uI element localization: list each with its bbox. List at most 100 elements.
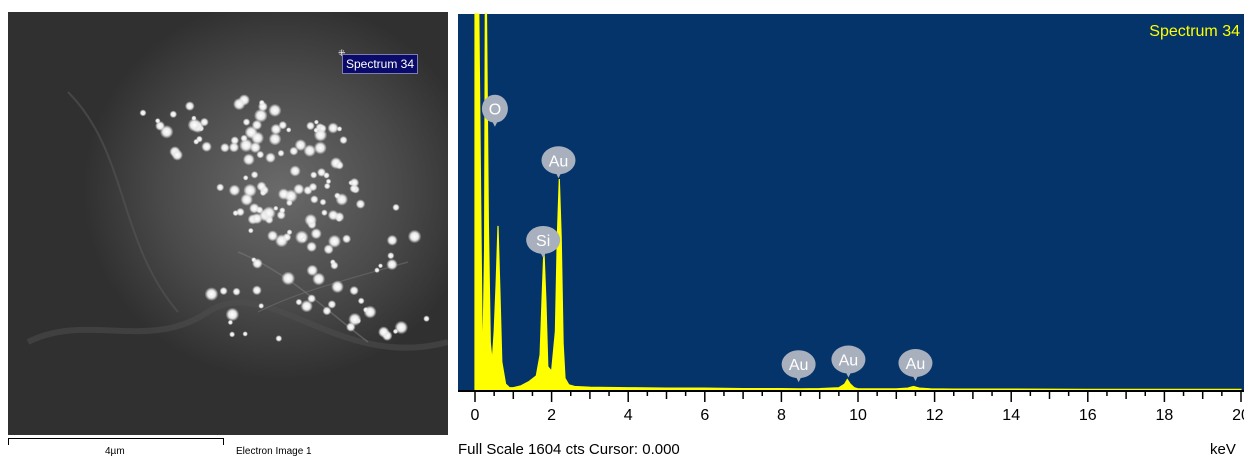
nanoparticle (236, 207, 245, 217)
nanoparticle (139, 109, 147, 117)
nanoparticle (386, 258, 398, 271)
x-tick-label: 0 (471, 407, 480, 424)
electron-image-panel: ⁜ Spectrum 34 (8, 12, 449, 435)
nanoparticle (268, 132, 282, 146)
nanoparticle (306, 241, 317, 253)
nanoparticle (250, 171, 259, 179)
nanoparticle (256, 181, 267, 192)
peak-label-text: Si (536, 233, 550, 250)
x-tick-label: 6 (700, 407, 709, 424)
nanoparticle (300, 236, 307, 243)
spectrum-marker-label[interactable]: Spectrum 34 (342, 54, 419, 74)
nanoparticle (310, 228, 322, 240)
peak-label[interactable]: Au (831, 345, 866, 378)
nanoparticle (294, 139, 307, 152)
nanoparticle (378, 263, 383, 269)
nanoparticle (191, 115, 197, 121)
x-tick-label: 12 (926, 407, 944, 424)
nanoparticle (278, 120, 288, 130)
nanoparticle (321, 209, 328, 216)
nanoparticle (239, 138, 254, 153)
nanoparticle (392, 203, 400, 212)
nanoparticle (386, 234, 398, 246)
plot-background (458, 14, 1244, 392)
nanoparticle (392, 328, 399, 335)
nanoparticle (279, 207, 286, 214)
nanoparticle (259, 189, 267, 197)
nanoparticle (313, 127, 319, 133)
eds-spectrum-chart: Spectrum 34 0 2 4 6 8 10 12 14 16 18 20 O Au Si Au Au A… (458, 13, 1244, 424)
peak-label-text: Au (839, 353, 859, 370)
nanoparticle (220, 142, 230, 153)
nanoparticle (255, 206, 264, 214)
peak-label[interactable]: Au (898, 349, 933, 382)
status-readout: Full Scale 1604 cts Cursor: 0.000 (458, 441, 680, 458)
nanoparticle (323, 172, 330, 179)
peak-label-text: Au (789, 357, 809, 374)
nanoparticle (258, 303, 265, 309)
scale-bar (8, 438, 224, 445)
x-tick-label: 2 (547, 407, 556, 424)
nanoparticle (303, 144, 317, 157)
nanoparticle (216, 183, 225, 192)
nanoparticle (312, 272, 326, 286)
x-tick-label: 18 (1156, 407, 1174, 424)
peak-label-bubble (481, 94, 508, 123)
nanoparticle (249, 141, 261, 154)
x-tick-label: 8 (777, 407, 786, 424)
peak-label[interactable]: Au (541, 146, 576, 179)
nanoparticle (196, 135, 203, 143)
nanoparticle (325, 178, 332, 185)
nanoparticle (303, 185, 313, 195)
nanoparticle (258, 99, 265, 106)
spectrum-series (474, 13, 1242, 391)
nanoparticle (282, 232, 292, 242)
nanoparticle (277, 188, 290, 200)
nanoparticle (304, 213, 318, 227)
nanoparticle (252, 285, 262, 296)
nanoparticle (374, 267, 380, 273)
nanoparticle (242, 331, 248, 337)
nanoparticle (171, 149, 183, 161)
x-tick-label: 20 (1232, 407, 1244, 424)
electron-image-label: Electron Image 1 (236, 446, 312, 457)
peak-label[interactable]: Au (781, 350, 816, 383)
nanoparticle (310, 171, 318, 179)
nanoparticle (327, 122, 339, 134)
nanoparticle (248, 227, 254, 234)
nanoparticle (378, 326, 390, 338)
nanoparticle (289, 146, 299, 156)
peak-label-bubble (831, 345, 866, 374)
nanoparticle (327, 234, 342, 248)
nanoparticle (233, 97, 246, 111)
peak-label-text: Au (906, 356, 926, 373)
peak-label[interactable]: Si (526, 225, 561, 258)
nanoparticle (228, 142, 240, 153)
nanoparticle (348, 312, 362, 326)
peak-label[interactable]: O (481, 94, 508, 127)
nanoparticle (240, 193, 253, 206)
nanoparticle (319, 198, 327, 206)
peak-label-bubble (898, 349, 933, 378)
nanoparticle (225, 307, 240, 322)
nanoparticle (242, 175, 249, 181)
nanoparticle (306, 264, 319, 277)
nanoparticle (334, 192, 341, 199)
nanoparticle (322, 306, 332, 316)
peak-label-text: Au (549, 153, 569, 170)
nanoparticle (200, 117, 209, 127)
nanoparticle (275, 335, 283, 342)
nanoparticle (339, 136, 348, 145)
nanoparticle (187, 118, 202, 132)
nanoparticle (327, 209, 339, 221)
unit-label: keV (1210, 441, 1236, 458)
nanoparticle (289, 165, 301, 177)
nanoparticle (349, 285, 359, 296)
nanoparticle (228, 184, 241, 197)
spectrum-marker-cross: ⁜ (338, 48, 346, 58)
nanoparticle (184, 101, 195, 111)
nanoparticle (267, 230, 279, 242)
nanoparticle (242, 153, 255, 166)
nanoparticle (229, 331, 236, 338)
nanoparticle (310, 195, 319, 204)
